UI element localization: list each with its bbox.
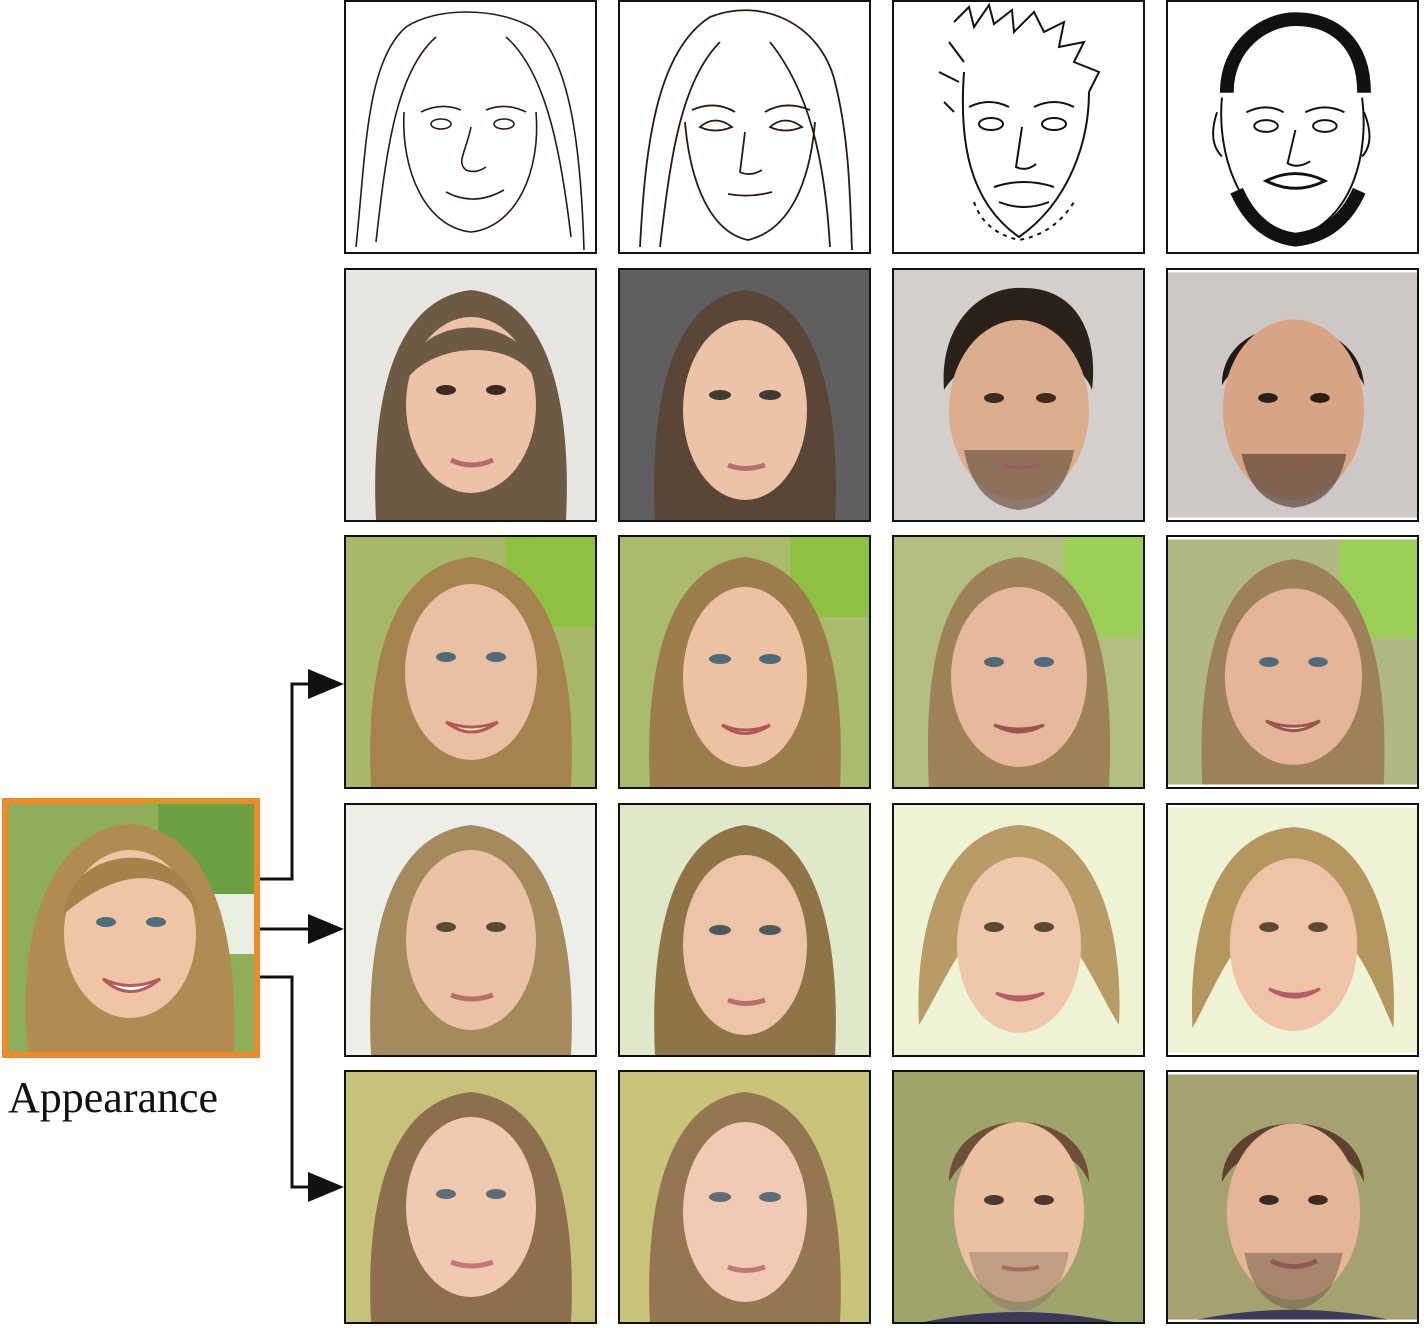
- face-row2-col2: [618, 268, 871, 522]
- face-row2-col3: [892, 268, 1145, 522]
- face-row5-col4: [1166, 1070, 1419, 1324]
- face-row4-col3: [892, 803, 1145, 1057]
- face-row3-col2: [618, 535, 871, 789]
- face-row5-col3: [892, 1070, 1145, 1324]
- face-row4-col1: [344, 803, 597, 1057]
- face-row2-col1: [344, 268, 597, 522]
- arrow-to-row3: [260, 669, 344, 881]
- sketch-1: [344, 0, 597, 254]
- appearance-reference-image: [2, 798, 260, 1058]
- face-row4-col4: [1166, 803, 1419, 1057]
- face-row2-col4: [1166, 268, 1419, 522]
- sketch-4: [1166, 0, 1419, 254]
- appearance-label: Appearance: [8, 1073, 219, 1122]
- sketch-3: [892, 0, 1145, 254]
- sketch-2: [618, 0, 871, 254]
- face-row3-col3: [892, 535, 1145, 789]
- face-row5-col1: [344, 1070, 597, 1324]
- arrow-to-row5: [260, 975, 344, 1202]
- face-row3-col1: [344, 535, 597, 789]
- face-row3-col4: [1166, 535, 1419, 789]
- face-row5-col2: [618, 1070, 871, 1324]
- face-row4-col2: [618, 803, 871, 1057]
